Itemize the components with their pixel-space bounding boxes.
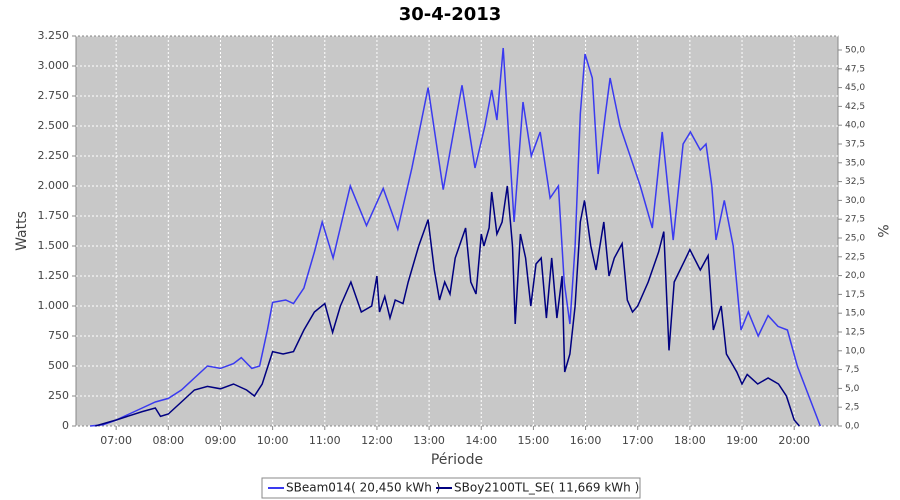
x-tick-label: 16:00 [570,434,602,447]
y2-tick-label: 35,0 [845,158,865,168]
y2-tick-label: 32,5 [845,177,865,187]
x-tick-label: 17:00 [622,434,654,447]
y-tick-label: 2.750 [38,89,70,102]
x-tick-label: 12:00 [361,434,393,447]
y-tick-label: 250 [48,389,69,402]
y-tick-label: 1.500 [38,239,70,252]
x-tick-label: 20:00 [778,434,810,447]
y-tick-label: 2.000 [38,179,70,192]
y2-tick-label: 20,0 [845,271,865,281]
x-tick-label: 11:00 [309,434,341,447]
y-tick-label: 1.750 [38,209,70,222]
legend-label: SBeam014( 20,450 kWh ) [286,481,440,495]
x-tick-label: 13:00 [413,434,445,447]
y-axis-label: Watts [14,211,30,251]
y2-tick-label: 7,5 [845,365,859,375]
series-line [95,185,800,427]
x-axis-label: Période [431,452,483,468]
y-tick-label: 3.000 [38,59,70,72]
x-tick-label: 19:00 [726,434,758,447]
y2-tick-label: 15,0 [845,309,865,319]
x-tick-label: 14:00 [465,434,497,447]
y2-tick-label: 42,5 [845,102,865,112]
y2-tick-label: 0,0 [845,422,860,432]
plot-area [75,35,839,427]
x-tick-label: 10:00 [257,434,289,447]
legend-label: SBoy2100TL_SE( 11,669 kWh ) [454,481,639,495]
y-tick-label: 1.000 [38,299,70,312]
x-tick-label: 08:00 [152,434,184,447]
x-tick-label: 09:00 [205,434,237,447]
x-tick-label: 15:00 [518,434,550,447]
y-tick-label: 500 [48,359,69,372]
y2-tick-label: 47,5 [845,64,865,74]
chart-title: 30-4-2013 [399,4,502,25]
y2-tick-label: 10,0 [845,346,865,356]
y2-tick-label: 50,0 [845,45,865,55]
y2-tick-label: 17,5 [845,290,865,300]
y2-tick-label: 2,5 [845,403,859,413]
x-tick-label: 07:00 [100,434,132,447]
y2-tick-label: 22,5 [845,252,865,262]
y-tick-label: 2.500 [38,119,70,132]
y2-tick-label: 5,0 [845,384,860,394]
y-tick-label: 2.250 [38,149,70,162]
y2-tick-label: 45,0 [845,83,865,93]
y-tick-label: 0 [62,419,69,432]
series-line [90,47,822,427]
y2-tick-label: 25,0 [845,233,865,243]
y2-tick-label: 27,5 [845,215,865,225]
y-tick-label: 3.250 [38,29,70,42]
y-tick-label: 1.250 [38,269,70,282]
y2-tick-label: 12,5 [845,327,865,337]
y2-axis-label: % [874,224,890,237]
y2-tick-label: 37,5 [845,139,865,149]
x-tick-label: 18:00 [674,434,706,447]
y2-tick-label: 40,0 [845,121,865,131]
y-tick-label: 750 [48,329,69,342]
y2-tick-label: 30,0 [845,196,865,206]
